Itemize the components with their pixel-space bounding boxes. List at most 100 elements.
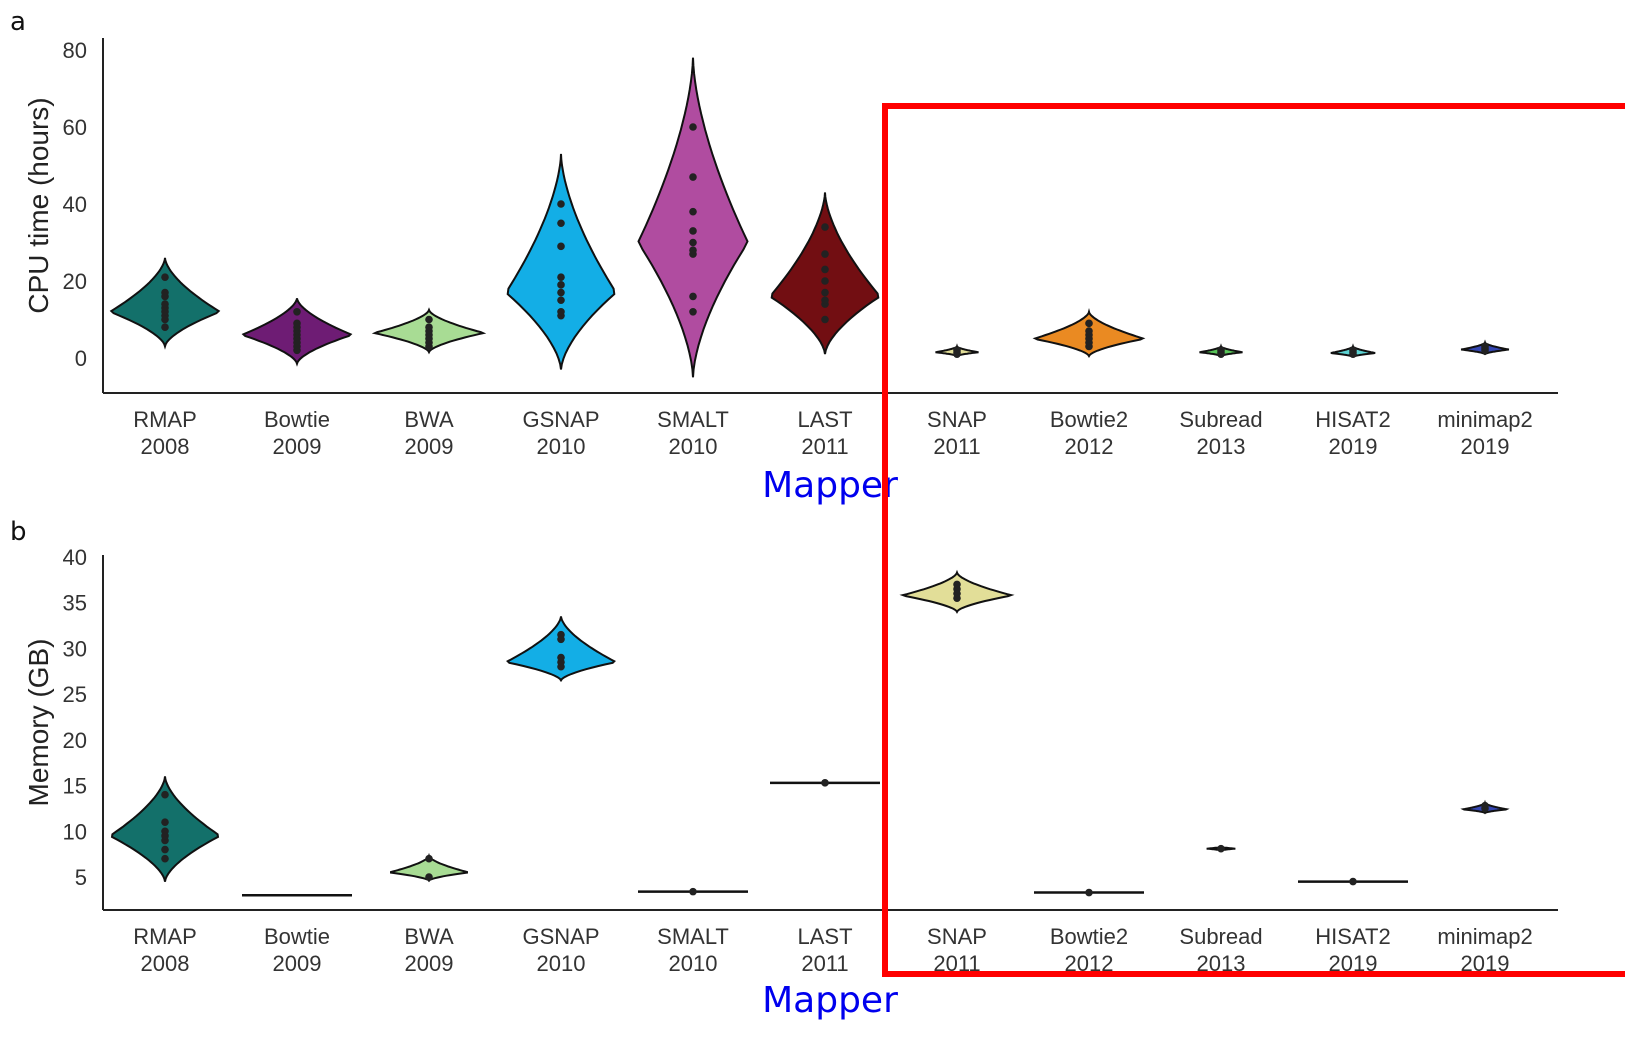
data-point xyxy=(293,319,301,328)
data-point xyxy=(557,273,565,281)
x-tick-label-year: 2011 xyxy=(801,951,848,976)
data-point xyxy=(1085,319,1093,328)
data-point xyxy=(161,273,169,281)
x-tick-label-name: HISAT2 xyxy=(1315,407,1390,432)
x-tick-label-year: 2010 xyxy=(537,951,586,976)
violin-gsnap xyxy=(506,616,616,683)
x-tick-label-year: 2012 xyxy=(1065,434,1114,459)
data-point xyxy=(1349,346,1357,355)
x-tick-label-name: Bowtie2 xyxy=(1050,924,1128,949)
y-tick-label: 20 xyxy=(63,269,87,294)
data-point xyxy=(161,323,169,332)
data-point xyxy=(1349,877,1357,886)
x-tick-label-name: SNAP xyxy=(927,407,987,432)
y-tick-label: 15 xyxy=(63,774,87,799)
x-tick-label-name: Bowtie xyxy=(264,924,330,949)
x-tick-label-name: Bowtie2 xyxy=(1050,407,1128,432)
x-tick-label-name: SMALT xyxy=(657,924,729,949)
data-point xyxy=(821,315,829,324)
x-tick-label-name: minimap2 xyxy=(1437,407,1532,432)
violin-gsnap xyxy=(506,153,616,370)
x-tick-label-year: 2010 xyxy=(669,434,718,459)
data-point xyxy=(557,653,565,662)
data-point xyxy=(557,281,565,289)
data-point xyxy=(161,300,169,308)
x-tick-label-year: 2010 xyxy=(537,434,586,459)
x-tick-label-name: BWA xyxy=(404,407,454,432)
x-tick-label-year: 2009 xyxy=(273,434,322,459)
data-point xyxy=(425,323,433,332)
data-point xyxy=(1217,844,1225,853)
data-point xyxy=(425,873,433,881)
violin-smalt xyxy=(637,57,749,378)
data-point xyxy=(821,265,829,274)
data-point xyxy=(557,296,565,305)
data-point xyxy=(1085,888,1093,897)
x-tick-label-name: RMAP xyxy=(133,407,197,432)
x-tick-label-year: 2009 xyxy=(405,951,454,976)
x-tick-label-name: SNAP xyxy=(927,924,987,949)
x-tick-label-year: 2011 xyxy=(933,434,980,459)
y-tick-label: 40 xyxy=(63,545,87,570)
x-tick-label-name: BWA xyxy=(404,924,454,949)
data-point xyxy=(1481,801,1489,810)
x-tick-label-name: Subread xyxy=(1179,924,1262,949)
y-tick-label: 40 xyxy=(63,192,87,217)
panel-label-a: a xyxy=(10,7,26,37)
panel-label-b: b xyxy=(10,517,27,547)
data-point xyxy=(821,223,829,231)
data-point xyxy=(689,887,697,896)
data-point xyxy=(161,845,169,854)
data-point xyxy=(161,827,169,836)
data-point xyxy=(821,277,829,285)
highlight-overlay xyxy=(882,103,1625,977)
data-point xyxy=(557,630,565,639)
data-point xyxy=(689,238,697,247)
data-point xyxy=(161,288,169,297)
data-point xyxy=(689,173,697,181)
x-tick-label-name: RMAP xyxy=(133,924,197,949)
data-point xyxy=(161,854,169,863)
x-tick-label-name: LAST xyxy=(797,407,852,432)
highlight-box xyxy=(882,103,1625,977)
x-axis-title: Mapper xyxy=(762,465,898,506)
data-point xyxy=(161,790,169,799)
x-tick-label-name: minimap2 xyxy=(1437,924,1532,949)
x-tick-label-name: SMALT xyxy=(657,407,729,432)
y-tick-label: 0 xyxy=(75,346,87,371)
y-tick-label: 25 xyxy=(63,682,87,707)
data-point xyxy=(1217,346,1225,355)
data-point xyxy=(1085,327,1093,335)
data-point xyxy=(293,308,301,316)
data-point xyxy=(425,854,433,863)
x-tick-label-year: 2008 xyxy=(141,951,190,976)
data-point xyxy=(953,580,961,589)
data-point xyxy=(821,296,829,305)
x-tick-label-year: 2013 xyxy=(1197,434,1246,459)
data-point xyxy=(821,779,829,787)
x-tick-label-year: 2008 xyxy=(141,434,190,459)
x-tick-label-name: Subread xyxy=(1179,407,1262,432)
x-tick-label-year: 2009 xyxy=(273,951,322,976)
data-point xyxy=(1481,342,1489,351)
x-tick-label-year: 2011 xyxy=(801,434,848,459)
x-tick-label-name: GSNAP xyxy=(522,924,599,949)
y-tick-label: 60 xyxy=(63,115,87,140)
data-point xyxy=(689,308,697,316)
x-tick-label-year: 2019 xyxy=(1461,434,1510,459)
data-point xyxy=(689,207,697,216)
x-tick-label-year: 2019 xyxy=(1329,434,1378,459)
data-point xyxy=(557,200,565,208)
x-tick-label-name: HISAT2 xyxy=(1315,924,1390,949)
data-point xyxy=(557,288,565,297)
y-tick-label: 80 xyxy=(63,38,87,63)
y-tick-label: 5 xyxy=(75,865,87,890)
data-point xyxy=(821,250,829,258)
data-point xyxy=(953,346,961,355)
data-point xyxy=(161,818,169,826)
x-tick-label-year: 2010 xyxy=(669,951,718,976)
data-point xyxy=(689,123,697,131)
y-tick-label: 20 xyxy=(63,728,87,753)
